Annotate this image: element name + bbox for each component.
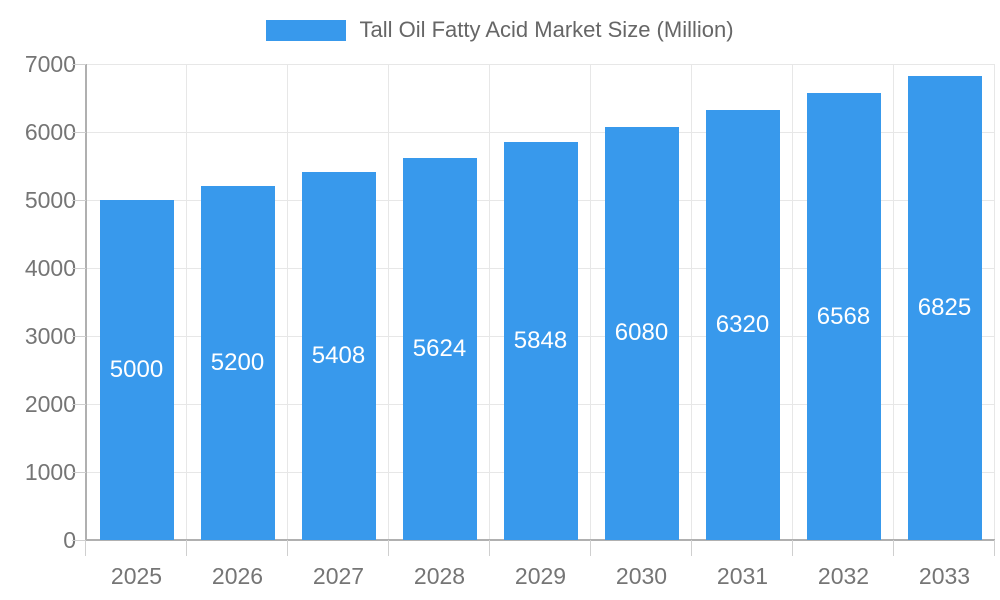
x-tick-label: 2033 [918,563,971,589]
x-tick-label: 2030 [615,563,668,589]
x-tick [85,540,86,556]
bar-value-label: 5200 [210,349,265,377]
v-gridline [186,64,187,540]
x-tick-label: 2027 [312,563,365,589]
x-tick [186,540,187,556]
y-tick [72,404,86,405]
v-gridline [590,64,591,540]
bar: 6568 [806,93,881,540]
x-tick-label: 2032 [817,563,870,589]
bar: 6080 [604,126,679,540]
x-tick-label: 2028 [413,563,466,589]
bar: 5200 [200,186,275,540]
bar-value-label: 6568 [816,302,871,330]
y-tick-label: 5000 [24,187,76,213]
y-tick-label: 2000 [24,391,76,417]
bar-value-label: 6320 [715,311,770,339]
y-tick-label: 1000 [24,459,76,485]
v-gridline [893,64,894,540]
v-gridline [388,64,389,540]
x-tick-label: 2031 [716,563,769,589]
y-tick-label: 6000 [24,119,76,145]
x-tick [287,540,288,556]
bar-value-label: 5624 [412,334,467,362]
bar-value-label: 5000 [109,356,164,383]
y-tick [72,540,86,541]
bar: 6320 [705,110,780,540]
y-tick [72,200,86,201]
v-gridline [691,64,692,540]
x-tick-label: 2029 [514,563,567,589]
legend-label: Tall Oil Fatty Acid Market Size (Million… [359,17,734,42]
bar-value-label: 5408 [311,342,366,370]
bar-value-label: 5848 [513,327,568,355]
y-tick [72,64,86,65]
v-gridline [994,64,995,540]
y-tick-label: 4000 [24,255,76,281]
x-tick [388,540,389,556]
v-gridline [489,64,490,540]
x-tick-label: 2026 [211,563,264,589]
bar-value-label: 6080 [614,319,669,347]
v-gridline [287,64,288,540]
bar: 5000 [99,200,174,540]
h-gridline [86,132,995,133]
y-axis-line [85,64,87,540]
x-tick [994,540,995,556]
x-tick [893,540,894,556]
v-gridline [792,64,793,540]
bar: 5848 [503,142,578,540]
x-tick-label: 2025 [110,563,163,589]
y-tick-label: 3000 [24,323,76,349]
x-axis-line [86,539,995,541]
bar-value-label: 6825 [917,293,972,321]
y-tick [72,268,86,269]
chart-legend[interactable]: Tall Oil Fatty Acid Market Size (Million… [0,17,1000,43]
x-tick [489,540,490,556]
bar: 6825 [907,75,982,540]
bar: 5624 [402,157,477,540]
plot-area: 5000 5200 5408 5624 5848 6080 6320 6568 6825 [85,64,995,541]
x-tick [691,540,692,556]
y-tick-label: 7000 [24,51,76,77]
y-tick [72,336,86,337]
y-tick-label: 0 [63,527,76,553]
y-tick [72,132,86,133]
bar: 5408 [301,172,376,540]
h-gridline [86,64,995,65]
x-tick [792,540,793,556]
y-tick [72,472,86,473]
x-tick [590,540,591,556]
legend-swatch [266,19,347,41]
